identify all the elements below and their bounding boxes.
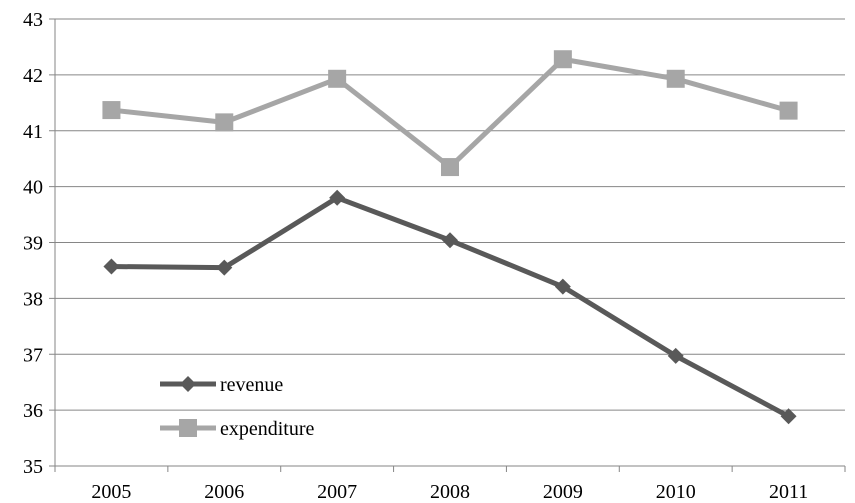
data-point-revenue-2009	[554, 278, 571, 295]
legend-item-revenue: revenue	[160, 374, 283, 396]
x-tick-label-2009: 2009	[543, 481, 583, 503]
legend-label: expenditure	[220, 418, 315, 440]
data-point-expenditure-2008	[441, 158, 459, 177]
series-line-expenditure	[111, 56, 790, 170]
data-point-revenue-2010	[667, 347, 684, 364]
x-tick-label-2005: 2005	[91, 481, 131, 503]
y-tick-label: 38	[23, 288, 43, 310]
data-point-expenditure-2010	[666, 69, 685, 88]
y-tick-label: 43	[23, 9, 43, 31]
data-point-revenue-2005	[103, 258, 120, 275]
y-tick-label: 39	[23, 233, 43, 255]
y-tick-label: 42	[23, 65, 43, 87]
y-tick-label: 36	[23, 400, 43, 422]
x-tick-label-2008: 2008	[430, 481, 470, 503]
data-point-expenditure-2009	[553, 50, 572, 69]
data-point-revenue-2007	[329, 189, 346, 206]
legend: revenue expenditure	[160, 374, 315, 440]
axes: 35 36 37 38 39 40 41 42 43 2005 2006 2007 2008 2009 20…	[23, 9, 846, 503]
legend-swatch-marker	[180, 376, 196, 392]
data-point-revenue-2008	[442, 232, 458, 249]
y-tick-label: 37	[23, 344, 43, 366]
x-tick-label-2006: 2006	[204, 481, 244, 503]
data-point-expenditure-2005	[102, 101, 121, 120]
series-layer	[102, 50, 798, 425]
data-point-revenue-2011	[780, 408, 797, 425]
data-point-expenditure-2011	[779, 101, 798, 120]
data-point-revenue-2006	[216, 259, 233, 276]
x-tick-label-2007: 2007	[317, 481, 357, 503]
x-tick-label-2010: 2010	[656, 481, 696, 503]
y-tick-label: 35	[23, 456, 43, 478]
x-tick-label-2011: 2011	[769, 481, 808, 503]
legend-swatch-marker	[179, 419, 197, 437]
data-point-expenditure-2006	[215, 113, 234, 132]
data-point-expenditure-2007	[328, 69, 347, 88]
y-tick-label: 41	[23, 121, 43, 143]
legend-label: revenue	[220, 374, 283, 396]
series-expenditure	[102, 50, 798, 177]
legend-item-expenditure: expenditure	[160, 418, 315, 440]
y-tick-label: 40	[23, 177, 43, 199]
series-revenue	[103, 189, 797, 425]
